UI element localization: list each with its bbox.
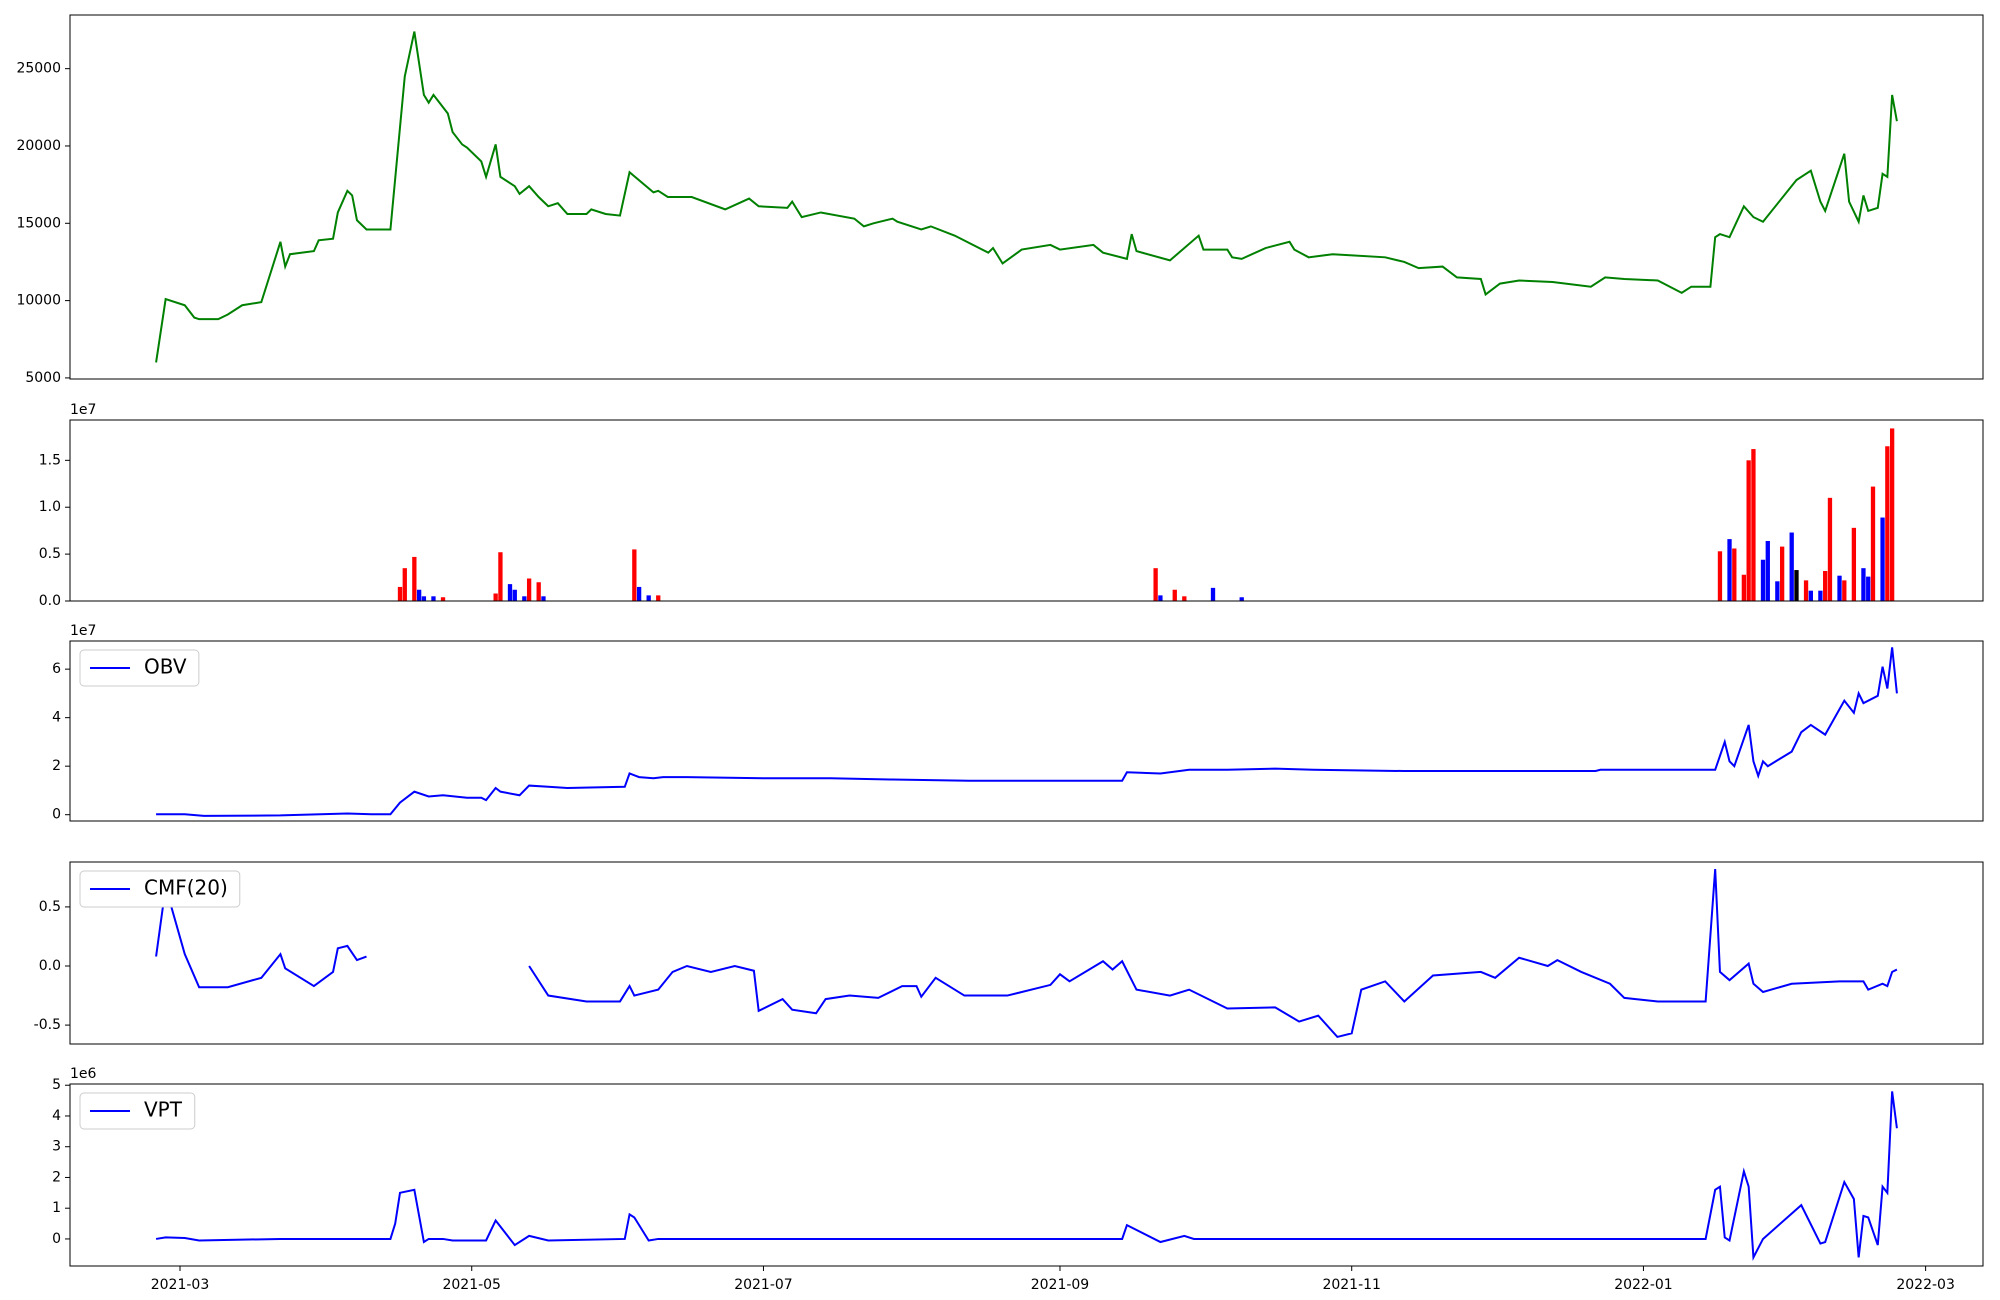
bar (421, 596, 427, 601)
y-tick-label: 1.5 (39, 452, 61, 468)
bar (1153, 568, 1158, 601)
legend-box (79, 1092, 196, 1130)
x-tick-label: 2021-03 (151, 1277, 210, 1293)
bar (1158, 595, 1163, 601)
y-tick-label: 2 (52, 758, 61, 774)
legend-box (79, 870, 241, 908)
y-tick-label: 25000 (16, 61, 61, 77)
bar (1727, 539, 1732, 601)
bar (440, 597, 446, 601)
bar (507, 584, 513, 601)
y-tick-label: 20000 (16, 138, 61, 154)
bar (1866, 576, 1871, 601)
legend-label: VPT (144, 1098, 183, 1122)
axis-offset-label: 1e7 (70, 402, 96, 418)
y-tick-label: -0.5 (34, 1017, 61, 1033)
y-tick-label: 15000 (16, 215, 61, 231)
x-tick-label: 2022-03 (1896, 1277, 1955, 1293)
bar (1808, 590, 1813, 601)
line-series (155, 1091, 1898, 1262)
line-series (155, 869, 1898, 1039)
x-tick-label: 2022-01 (1614, 1277, 1673, 1293)
bar (536, 582, 541, 601)
bar (493, 593, 498, 601)
bar (1827, 497, 1833, 601)
bar (522, 596, 527, 601)
bar (656, 595, 661, 601)
bar (412, 556, 417, 601)
y-tick-label: 0 (52, 807, 61, 823)
bar (1210, 587, 1216, 601)
bar (526, 578, 532, 601)
bar (541, 596, 546, 601)
legend-box (79, 649, 200, 687)
bar (431, 596, 436, 601)
y-tick-label: 4 (52, 710, 61, 726)
y-tick-label: 5 (52, 1077, 61, 1093)
x-tick-label: 2021-09 (1031, 1277, 1090, 1293)
bar (512, 589, 517, 601)
bar (1717, 551, 1723, 601)
x-tick-label: 2021-07 (734, 1277, 793, 1293)
bar (632, 549, 637, 601)
y-tick-label: 2 (52, 1169, 61, 1185)
legend-label: OBV (144, 655, 187, 679)
y-tick-label: 0 (52, 1231, 61, 1247)
bar (1794, 570, 1799, 601)
x-tick-label: 2021-05 (442, 1277, 501, 1293)
legend-label: CMF(20) (144, 876, 228, 900)
y-tick-label: 0.0 (39, 593, 61, 609)
bar (1823, 570, 1828, 601)
bar (1880, 517, 1885, 601)
bar (1842, 580, 1847, 601)
y-tick-label: 10000 (16, 293, 61, 309)
bar (1751, 449, 1756, 601)
axis-offset-label: 1e7 (70, 623, 96, 639)
bar (402, 568, 407, 601)
y-tick-label: 4 (52, 1108, 61, 1124)
bar (1760, 559, 1766, 601)
y-tick-label: 6 (52, 661, 61, 677)
bar (1172, 589, 1177, 601)
bar (1789, 532, 1794, 601)
bar (1746, 460, 1751, 601)
axes-frame (69, 640, 1984, 822)
bar (1775, 581, 1780, 601)
bar (1870, 486, 1876, 601)
axis-offset-label: 1e6 (70, 1066, 97, 1082)
bar (1182, 596, 1187, 601)
axes-frame (69, 419, 1984, 602)
bar (1741, 574, 1747, 601)
line-series (156, 647, 1898, 817)
x-tick-label: 2021-11 (1322, 1277, 1381, 1293)
y-tick-label: 0.5 (39, 546, 61, 562)
y-tick-label: 1.0 (39, 499, 61, 515)
bar (1889, 428, 1895, 601)
bar (1818, 590, 1823, 601)
bar (1765, 540, 1770, 601)
axes-frame (69, 1083, 1984, 1267)
bar (646, 595, 651, 601)
y-tick-label: 3 (52, 1139, 61, 1155)
bar (1885, 446, 1890, 601)
bar (416, 589, 422, 601)
bar (1851, 527, 1857, 601)
bar (1239, 597, 1244, 601)
y-tick-label: 0.0 (39, 958, 61, 974)
axes-frame (69, 14, 1984, 380)
bar (1837, 575, 1842, 601)
y-tick-label: 5000 (25, 370, 61, 386)
bar (1732, 548, 1737, 601)
bar (1861, 568, 1866, 601)
bar (397, 586, 403, 601)
bar (1803, 580, 1809, 601)
bar (636, 586, 642, 601)
y-tick-label: 1 (52, 1200, 61, 1216)
bar (1779, 546, 1785, 601)
line-series (155, 31, 1898, 363)
y-tick-label: 0.5 (39, 899, 61, 915)
bar (498, 552, 503, 601)
axes-frame (69, 861, 1984, 1045)
